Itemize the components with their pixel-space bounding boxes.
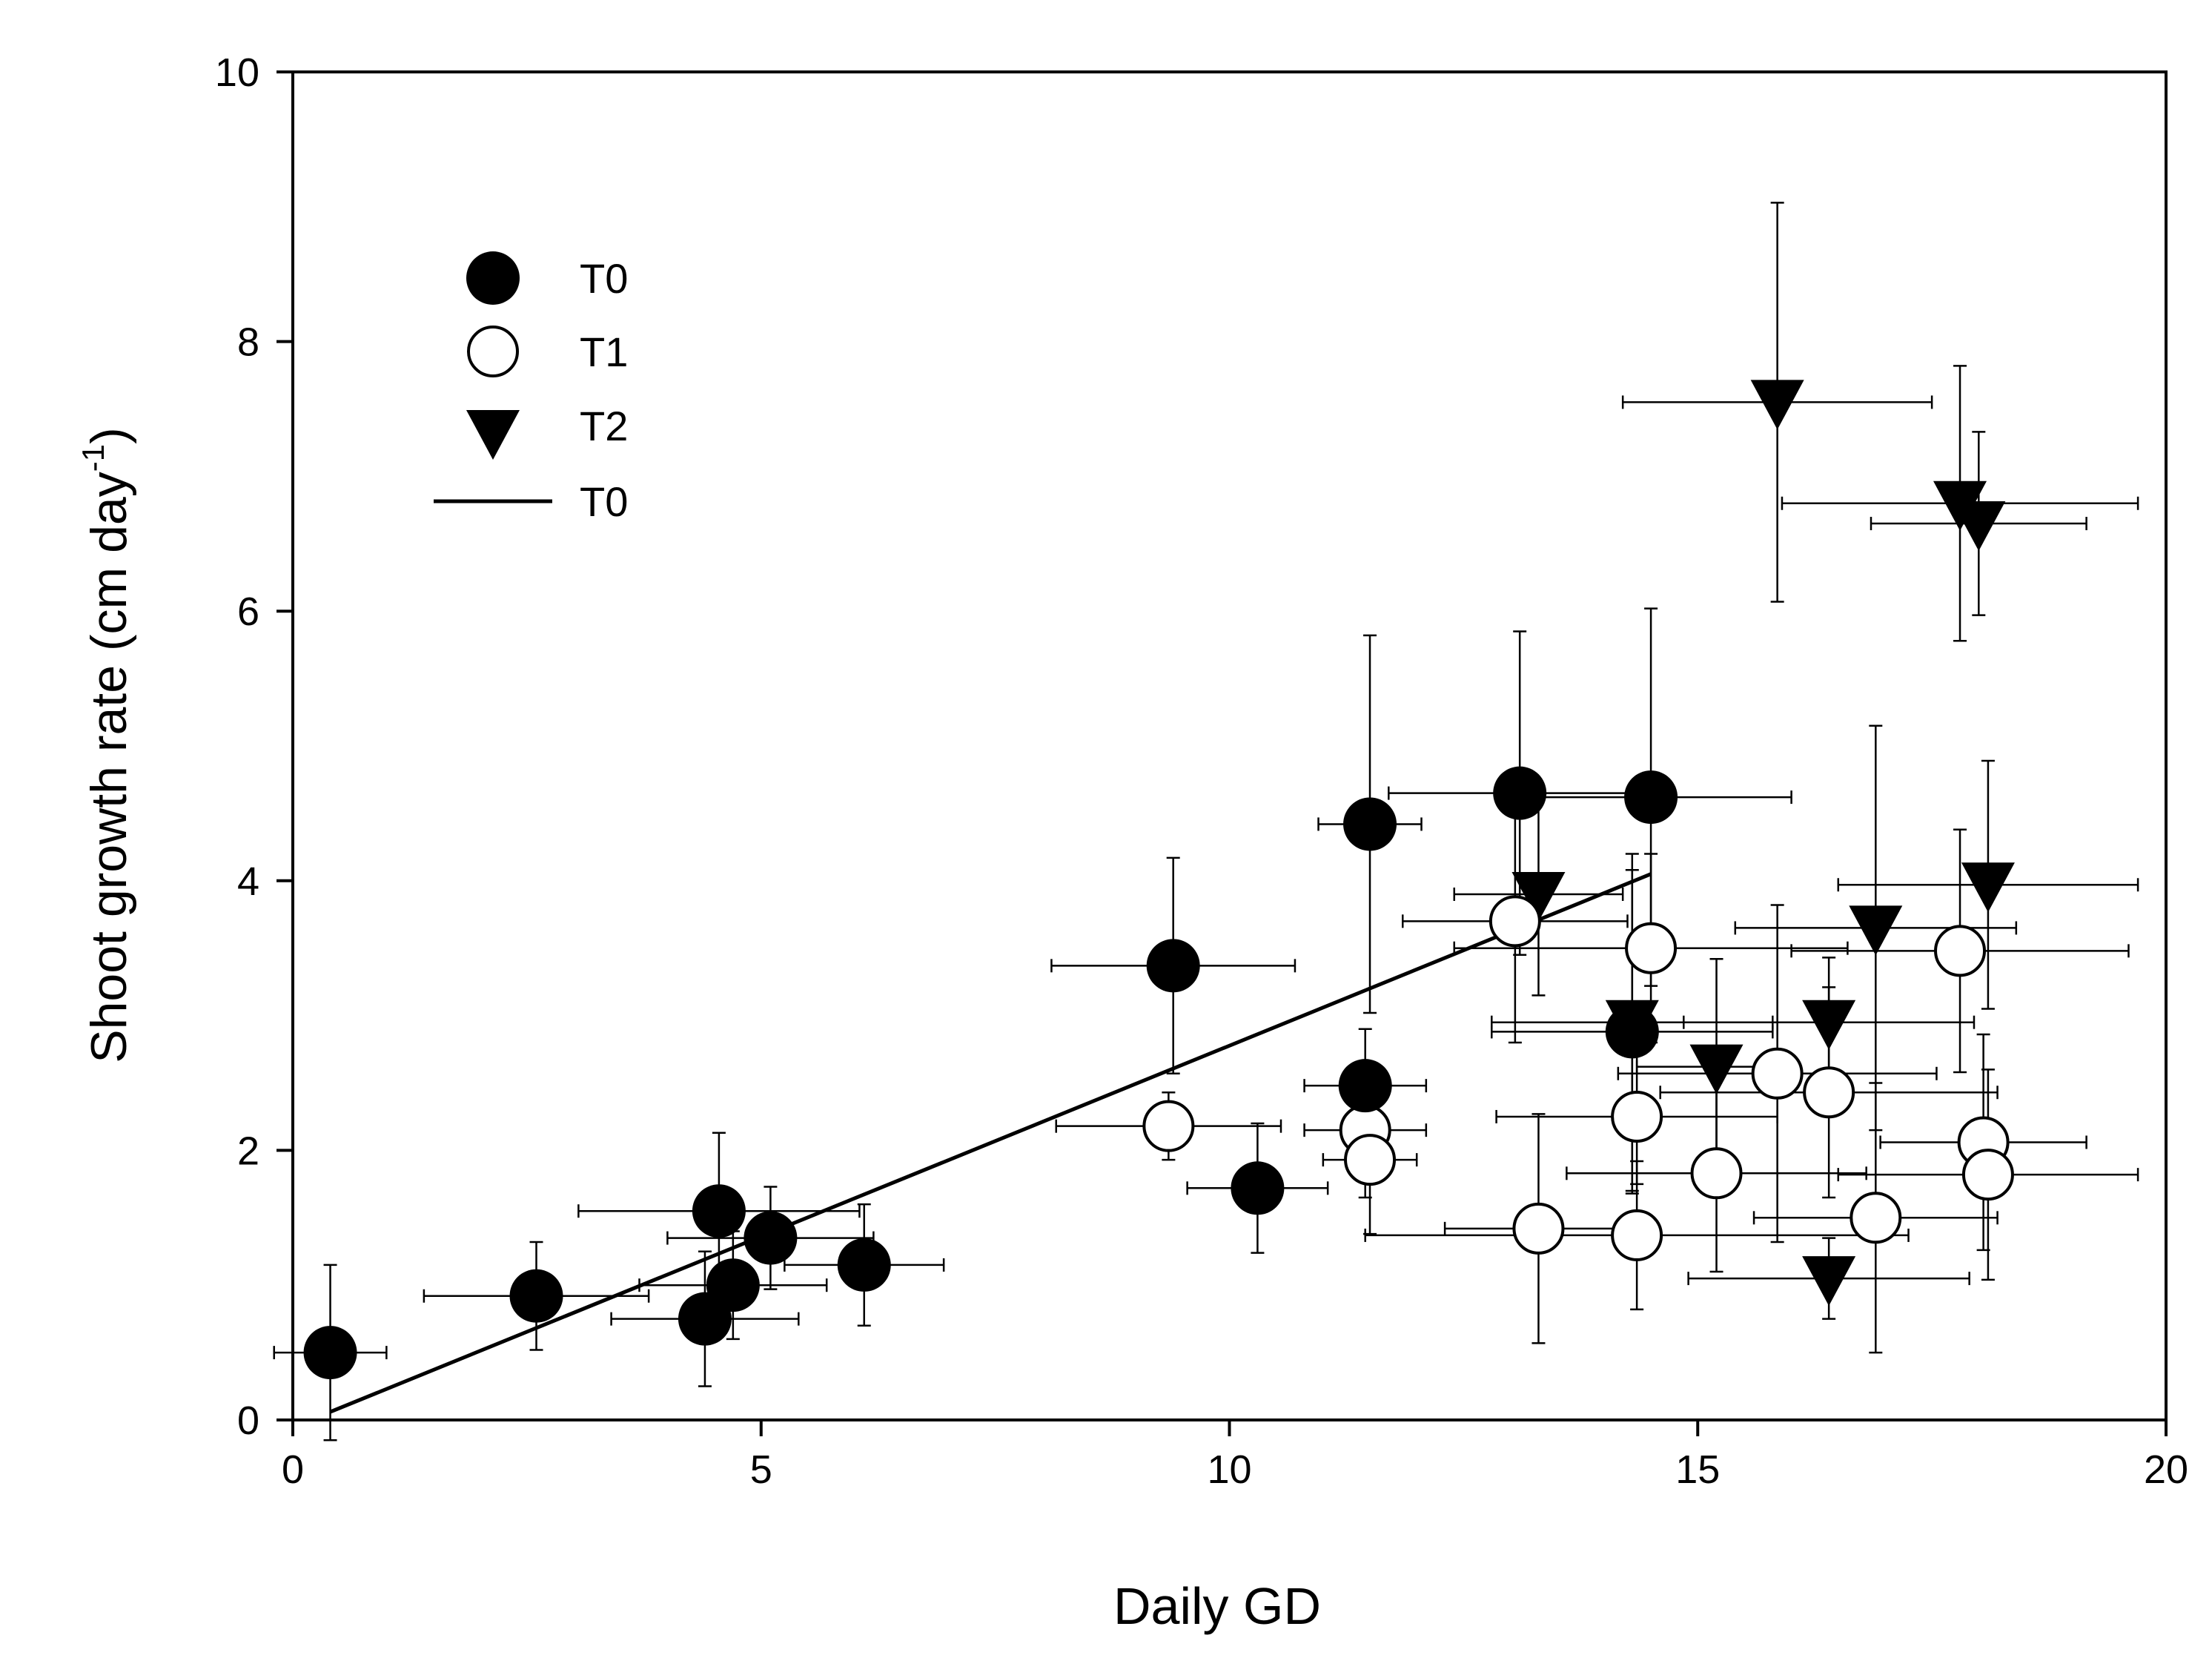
y-tick-label: 4 [237,859,259,904]
t2-point [1802,1000,1856,1050]
t0-fit-line [329,872,1652,1414]
x-tick-label: 15 [1675,1447,1720,1492]
t0-point [509,1269,563,1323]
x-tick-label: 10 [1207,1447,1251,1492]
y-axis-title-superscript: -1 [76,444,110,472]
t1-point [1751,1047,1804,1100]
t1-point [1625,922,1678,974]
y-tick-label: 8 [237,320,259,365]
t0-point [706,1258,760,1312]
t1-point [1850,1192,1902,1244]
x-tick-label: 0 [282,1447,304,1492]
t0-point [303,1326,357,1380]
t1-point [1961,1149,2014,1201]
x-axis-title: Daily GD [1113,1577,1321,1635]
legend-label-t0: T0 [580,255,628,302]
y-axis-title-main: Shoot growth rate (cm day [81,472,137,1063]
legend-label-t0-line: T0 [580,478,628,525]
x-tick-label: 20 [2144,1447,2188,1492]
t2-point [1802,1256,1856,1307]
t2-point [1952,501,2006,552]
t0-point [744,1211,798,1265]
t1-point [1611,1209,1663,1261]
t0-point [1605,1005,1659,1059]
t1-point [1690,1147,1743,1200]
t1-point [1803,1066,1855,1119]
t0-point [1338,1059,1392,1113]
t1-point [1142,1100,1195,1152]
t2-point [1511,871,1566,922]
t0-point [1343,797,1397,851]
t0-point [692,1184,746,1238]
legend-marker-t1-open-circle [467,326,519,377]
t1-point [1611,1090,1663,1143]
t0-point [1624,770,1678,825]
t1-point [1934,925,1987,977]
legend-label-t1: T1 [580,328,628,375]
y-axis-title: Shoot growth rate (cm day-1) [76,427,137,1063]
legend: T0 T1 T2 T0 [434,251,628,525]
t2-point [1750,380,1804,430]
y-tick-label: 6 [237,589,259,634]
legend-marker-t2-triangle [466,410,520,460]
t2-point [1961,862,2015,913]
x-axis: 0 5 10 15 20 [282,1420,2188,1492]
y-tick-label: 10 [215,50,259,95]
t0-point [1146,939,1200,993]
legend-label-t2: T2 [580,403,628,449]
t2-point [1689,1044,1744,1094]
x-tick-label: 5 [750,1447,772,1492]
y-tick-label: 2 [237,1129,259,1173]
t1-point [1512,1202,1565,1255]
fit-line-layer [329,872,1652,1414]
t1-point [1489,895,1541,948]
legend-marker-t0-filled-circle [466,251,520,305]
t2-point [1849,905,1903,956]
y-axis: 0 2 4 6 8 10 [215,50,293,1443]
y-tick-label: 0 [237,1398,259,1443]
data-points [303,380,2015,1380]
t1-point [1344,1134,1397,1186]
y-axis-title-close: ) [81,427,137,444]
t0-point [837,1238,891,1292]
t0-point [1231,1161,1285,1215]
t0-point [1493,766,1547,820]
